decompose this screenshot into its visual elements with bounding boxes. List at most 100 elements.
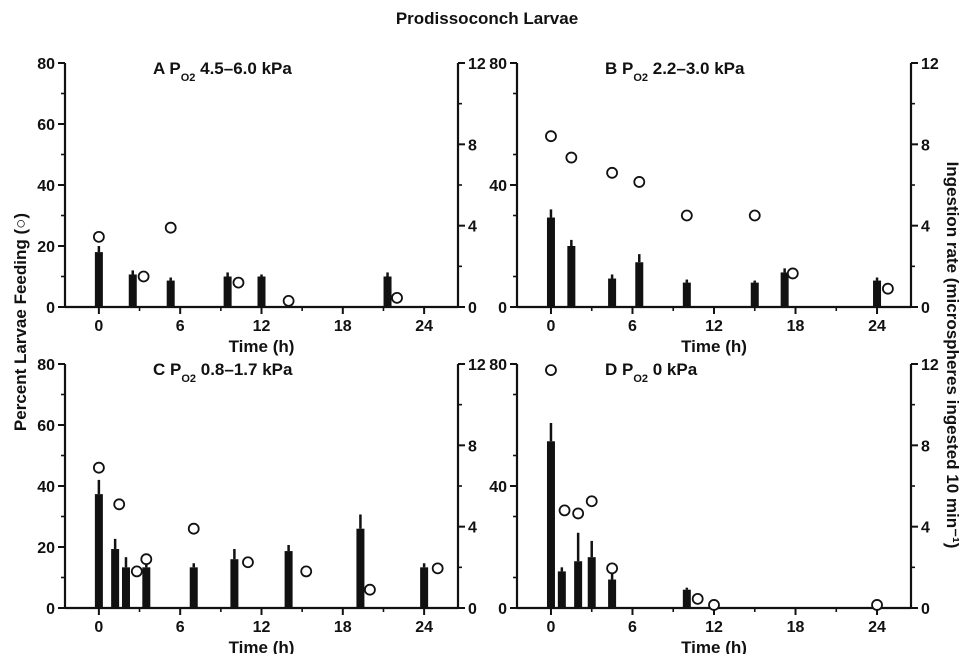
x-tick-label-d-2: 12 bbox=[705, 619, 723, 636]
x-tick-label-a-0: 0 bbox=[94, 318, 103, 335]
x-tick-label-d-1: 6 bbox=[628, 619, 637, 636]
ingestion-bar-b-5 bbox=[750, 282, 759, 307]
feeding-point-b-5 bbox=[748, 209, 761, 222]
x-tick-label-b-3: 18 bbox=[787, 318, 805, 335]
left-y-tick-label-b-2: 80 bbox=[489, 56, 507, 73]
x-tick-label-c-1: 6 bbox=[176, 619, 185, 636]
right-y-tick-label-c-2: 8 bbox=[468, 438, 477, 455]
ingestion-bar-c-7 bbox=[356, 528, 365, 608]
right-y-tick-label-b-2: 8 bbox=[921, 137, 930, 154]
ingestion-bar-c-1 bbox=[111, 549, 120, 608]
feeding-point-c-7 bbox=[364, 583, 376, 596]
right-y-axis-label: Ingestion rate (microspheres ingested 10… bbox=[943, 162, 962, 549]
ingestion-bar-c-8 bbox=[420, 567, 429, 608]
right-y-tick-label-d-0: 0 bbox=[921, 601, 930, 618]
left-y-tick-label-c-3: 60 bbox=[37, 418, 55, 435]
left-y-tick-label-c-2: 40 bbox=[37, 479, 55, 496]
po2-subscript-c: O2 bbox=[181, 373, 196, 385]
panel-letter-d: D bbox=[605, 360, 622, 379]
left-y-tick-label-d-2: 80 bbox=[489, 357, 507, 374]
ingestion-bar-b-2 bbox=[608, 278, 617, 307]
feeding-point-b-2 bbox=[606, 166, 619, 179]
left-y-tick-label-b-1: 40 bbox=[489, 178, 507, 195]
ingestion-bar-b-1 bbox=[567, 246, 576, 307]
ingestion-bar-d-2 bbox=[574, 561, 583, 608]
ingestion-bar-d-5 bbox=[682, 589, 691, 608]
left-y-tick-label-c-4: 80 bbox=[37, 357, 55, 374]
panel-title-c: C PO2 0.8–1.7 kPa bbox=[153, 360, 293, 385]
feeding-point-d-1 bbox=[558, 504, 571, 517]
ingestion-bar-d-4 bbox=[608, 579, 617, 608]
x-axis-label-c: Time (h) bbox=[229, 638, 295, 654]
right-y-tick-label-a-3: 12 bbox=[468, 56, 486, 73]
left-y-tick-label-c-0: 0 bbox=[46, 601, 55, 618]
x-tick-label-b-4: 24 bbox=[868, 318, 886, 335]
left-y-tick-label-a-3: 60 bbox=[37, 117, 55, 134]
x-tick-label-d-4: 24 bbox=[868, 619, 886, 636]
right-y-tick-label-b-1: 4 bbox=[921, 219, 930, 236]
x-axis-label-b: Time (h) bbox=[681, 337, 747, 356]
feeding-point-b-7 bbox=[882, 282, 894, 295]
x-tick-label-a-2: 12 bbox=[253, 318, 271, 335]
ingestion-bar-d-1 bbox=[557, 571, 566, 608]
feeding-point-a-2 bbox=[164, 221, 177, 234]
left-y-tick-label-d-0: 0 bbox=[498, 601, 507, 618]
ingestion-bar-b-4 bbox=[682, 282, 691, 307]
po2-value-a: 4.5–6.0 kPa bbox=[195, 59, 292, 78]
panel-letter-b: B bbox=[605, 59, 622, 78]
feeding-point-b-1 bbox=[565, 151, 578, 164]
ingestion-bar-a-2 bbox=[166, 280, 175, 307]
right-y-tick-label-d-1: 4 bbox=[921, 520, 930, 537]
ingestion-bar-c-4 bbox=[189, 567, 198, 608]
feeding-point-b-3 bbox=[633, 176, 646, 188]
po2-symbol-a: P bbox=[169, 59, 180, 78]
ingestion-bar-a-3 bbox=[223, 276, 232, 307]
right-y-tick-label-a-1: 4 bbox=[468, 219, 477, 236]
ingestion-bar-a-1 bbox=[128, 274, 137, 307]
panel-letter-c: C bbox=[153, 360, 170, 379]
feeding-point-d-5 bbox=[691, 592, 704, 605]
panel-letter-a: A bbox=[153, 59, 169, 78]
feeding-point-c-6 bbox=[300, 565, 313, 578]
ingestion-bar-b-3 bbox=[635, 262, 644, 307]
right-y-tick-label-c-3: 12 bbox=[468, 357, 486, 374]
left-y-axis-label: Percent Larvae Feeding (○) bbox=[11, 213, 30, 431]
po2-value-d: 0 kPa bbox=[648, 360, 698, 379]
x-tick-label-b-2: 12 bbox=[705, 318, 723, 335]
right-y-tick-label-b-3: 12 bbox=[921, 56, 939, 73]
x-tick-label-c-3: 18 bbox=[334, 619, 352, 636]
panel-title-d: D PO2 0 kPa bbox=[605, 360, 698, 385]
x-tick-label-c-0: 0 bbox=[94, 619, 103, 636]
ingestion-bar-c-0 bbox=[94, 494, 103, 608]
ingestion-bar-d-3 bbox=[587, 557, 596, 608]
x-tick-label-c-2: 12 bbox=[253, 619, 271, 636]
po2-symbol-c: P bbox=[170, 360, 181, 379]
ingestion-bar-c-3 bbox=[142, 567, 151, 608]
right-y-tick-label-a-2: 8 bbox=[468, 137, 477, 154]
x-tick-label-c-4: 24 bbox=[415, 619, 433, 636]
feeding-point-b-4 bbox=[680, 209, 693, 222]
feeding-point-d-4 bbox=[606, 562, 619, 575]
feeding-point-d-2 bbox=[572, 507, 585, 520]
left-y-tick-label-a-2: 40 bbox=[37, 178, 55, 195]
ingestion-bar-b-7 bbox=[873, 280, 882, 307]
x-tick-label-a-4: 24 bbox=[415, 318, 433, 335]
po2-symbol-d: P bbox=[622, 360, 633, 379]
left-y-tick-label-c-1: 20 bbox=[37, 540, 55, 557]
ingestion-bar-a-4 bbox=[257, 276, 266, 307]
right-y-tick-label-b-0: 0 bbox=[921, 300, 930, 317]
x-tick-label-b-0: 0 bbox=[547, 318, 556, 335]
feeding-point-d-7 bbox=[871, 599, 883, 611]
panel-d: 0 6 12 18 24 0 40 80 0 4 8 12 Time (h) D PO2 0 kPa bbox=[489, 357, 939, 654]
po2-value-c: 0.8–1.7 kPa bbox=[196, 360, 293, 379]
panel-c: 0 6 12 18 24 0 20 40 60 80 0 4 8 12 Time (h) C PO2 0.8–… bbox=[37, 357, 486, 654]
x-tick-label-a-3: 18 bbox=[334, 318, 352, 335]
figure-title: Prodissoconch Larvae bbox=[396, 9, 578, 28]
ingestion-bar-c-6 bbox=[284, 551, 293, 608]
panel-title-b: B PO2 2.2–3.0 kPa bbox=[605, 59, 745, 84]
feeding-point-a-3 bbox=[232, 276, 245, 289]
feeding-point-b-0 bbox=[545, 130, 557, 143]
left-y-tick-label-a-4: 80 bbox=[37, 56, 55, 73]
feeding-point-d-6 bbox=[708, 599, 720, 611]
